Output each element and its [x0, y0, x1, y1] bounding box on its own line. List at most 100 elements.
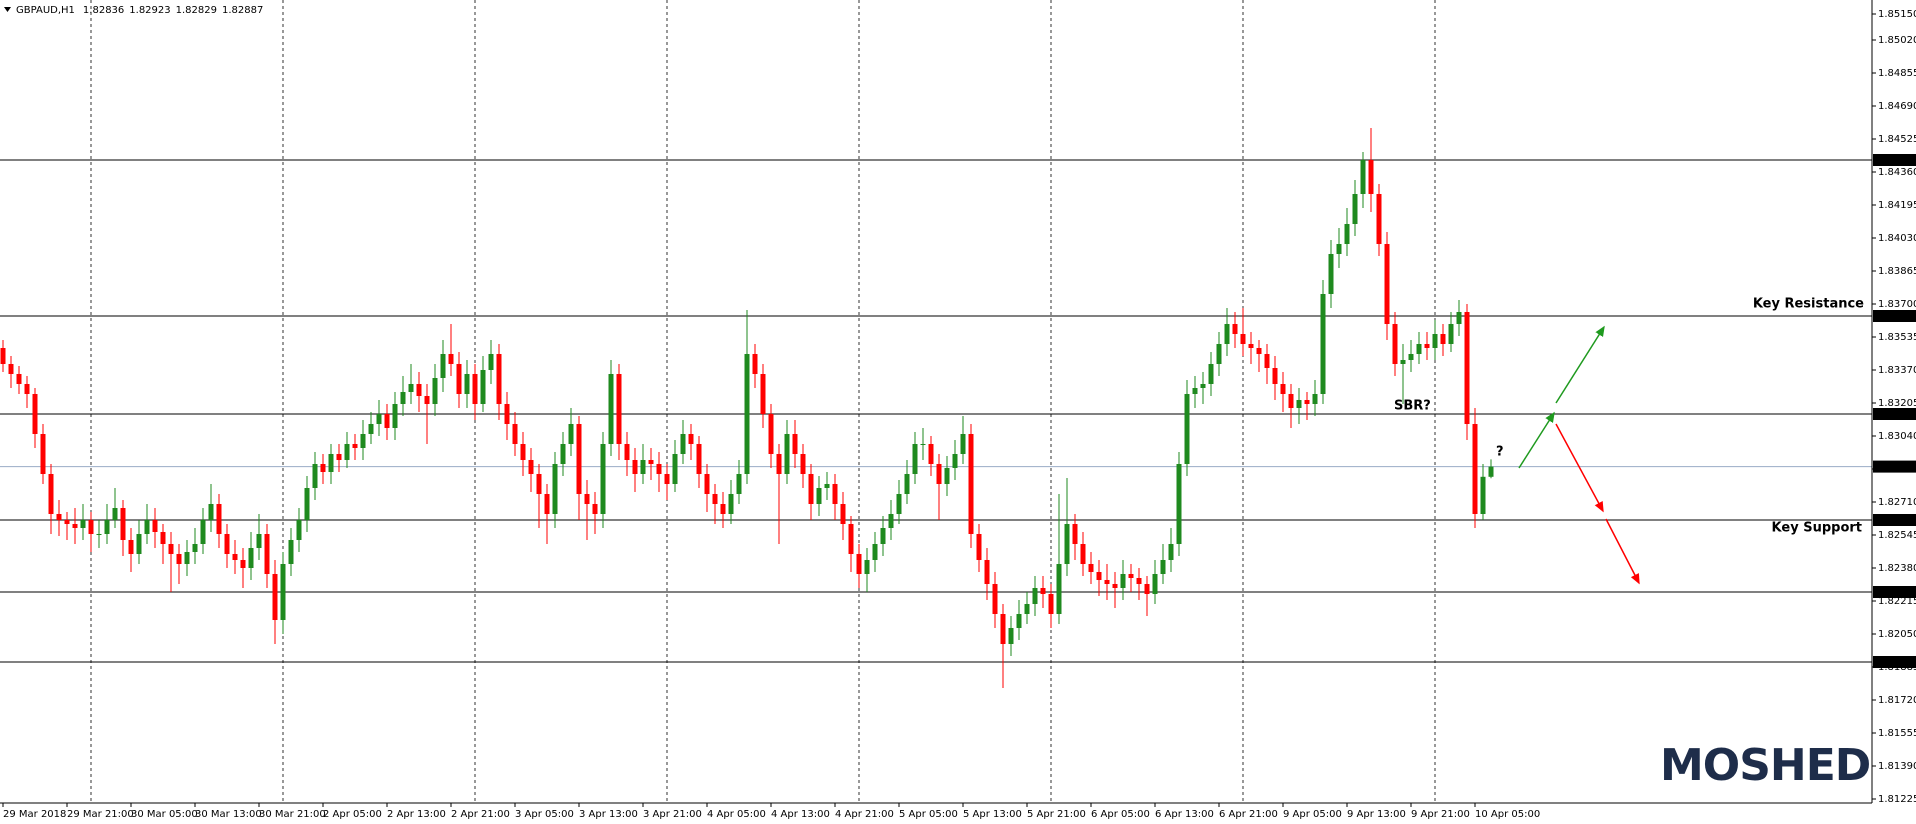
- candle-body: [936, 464, 942, 484]
- axis-layer: 1.85150 1.85020 1.84855 1.84690 1.84525 1.843…: [2, 9, 1916, 820]
- candle-body: [1440, 334, 1446, 344]
- level-tag: [1873, 514, 1916, 526]
- candle-body: [1408, 354, 1414, 360]
- candle-body: [904, 474, 910, 494]
- candle-body: [1176, 464, 1182, 544]
- candle-body: [448, 354, 454, 364]
- level-tag-label: 1.83150: [1876, 409, 1916, 420]
- y-tick-label: 1.82710: [1878, 497, 1916, 508]
- candle-body: [456, 364, 462, 394]
- level-tag: [1873, 408, 1916, 420]
- candle-body: [696, 444, 702, 474]
- candle-body: [184, 552, 190, 564]
- candle-body: [1096, 572, 1102, 580]
- level-tag-label: 1.82620: [1876, 515, 1916, 526]
- candle-body: [440, 354, 446, 378]
- candle-body: [360, 434, 366, 448]
- candle-body: [864, 560, 870, 574]
- candle-body: [240, 560, 246, 568]
- candle-body: [1392, 324, 1398, 364]
- candle-body: [712, 494, 718, 504]
- candle-body: [1016, 614, 1022, 628]
- candle-body: [312, 464, 318, 488]
- x-tick-label: 4 Apr 13:00: [771, 809, 830, 820]
- candle-body: [1288, 394, 1294, 408]
- candle-body: [688, 434, 694, 444]
- arrow-up: [1555, 325, 1605, 404]
- x-tick-label: 30 Mar 21:00: [259, 809, 326, 820]
- candle-body: [984, 560, 990, 584]
- candle-body: [480, 370, 486, 404]
- y-tick-label: 1.84690: [1878, 101, 1916, 112]
- x-tick-label: 9 Apr 13:00: [1347, 809, 1406, 820]
- candle-body: [1272, 368, 1278, 384]
- x-tick-label: 5 Apr 21:00: [1027, 809, 1086, 820]
- y-tick-label: 1.81555: [1878, 728, 1916, 739]
- candle-body: [1488, 466, 1494, 477]
- grid-layer: [90, 0, 1436, 803]
- x-tick-label: 9 Apr 21:00: [1411, 809, 1470, 820]
- candle-body: [32, 394, 38, 434]
- candle-body: [912, 444, 918, 474]
- candle-body: [368, 424, 374, 434]
- x-tick-label: 6 Apr 05:00: [1091, 809, 1150, 820]
- candle-body: [1368, 160, 1374, 194]
- y-tick-label: 1.81720: [1878, 695, 1916, 706]
- x-tick-label: 2 Apr 13:00: [387, 809, 446, 820]
- candle-body: [744, 354, 750, 474]
- price-tag: [1873, 460, 1916, 473]
- candle-body: [1424, 344, 1430, 348]
- candle-body: [120, 508, 126, 540]
- candle-body: [1024, 604, 1030, 614]
- candle-body: [408, 384, 414, 392]
- candle-body: [1080, 544, 1086, 564]
- candle-body: [56, 514, 62, 520]
- candle-body: [1264, 354, 1270, 368]
- candle-body: [1360, 160, 1366, 194]
- candle-body: [1008, 628, 1014, 644]
- candle-body: [1432, 334, 1438, 348]
- candle-body: [680, 434, 686, 454]
- candle-body: [968, 434, 974, 534]
- x-tick-label: 6 Apr 21:00: [1219, 809, 1278, 820]
- candle-body: [1248, 344, 1254, 348]
- candle-body: [768, 414, 774, 454]
- candle-body: [1296, 400, 1302, 408]
- level-tag: [1873, 154, 1916, 166]
- candle-body: [656, 464, 662, 474]
- candle-body: [1384, 244, 1390, 324]
- candle-body: [104, 520, 110, 534]
- level-tag-label: 1.84420: [1876, 155, 1916, 166]
- candle-body: [832, 484, 838, 504]
- candle-body: [336, 454, 342, 460]
- candle-body: [520, 444, 526, 460]
- x-tick-label: 9 Apr 05:00: [1283, 809, 1342, 820]
- arrow-down: [1605, 518, 1640, 585]
- candle-body: [536, 474, 542, 494]
- candle-body: [400, 392, 406, 404]
- candle-body: [1464, 312, 1470, 424]
- candle-body: [944, 468, 950, 484]
- y-tick-label: 1.84360: [1878, 167, 1916, 178]
- candle-body: [1088, 564, 1094, 572]
- candle-body: [280, 564, 286, 620]
- y-tick-label: 1.83700: [1878, 299, 1916, 310]
- candle-body: [888, 514, 894, 528]
- candle-body: [1056, 564, 1062, 614]
- candle-body: [1312, 394, 1318, 404]
- candle-body: [48, 474, 54, 514]
- menu-icon[interactable]: [4, 7, 11, 12]
- candle-body: [632, 460, 638, 474]
- candle-body: [256, 534, 262, 548]
- x-tick-label: 2 Apr 05:00: [323, 809, 382, 820]
- candle-body: [560, 444, 566, 464]
- candle-body: [856, 554, 862, 574]
- y-tick-label: 1.81225: [1878, 794, 1916, 805]
- candle-body: [584, 494, 590, 504]
- candle-body: [648, 460, 654, 464]
- candle-body: [880, 528, 886, 544]
- candle-body: [576, 424, 582, 494]
- y-tick-label: 1.84195: [1878, 200, 1916, 211]
- candle-body: [1032, 588, 1038, 604]
